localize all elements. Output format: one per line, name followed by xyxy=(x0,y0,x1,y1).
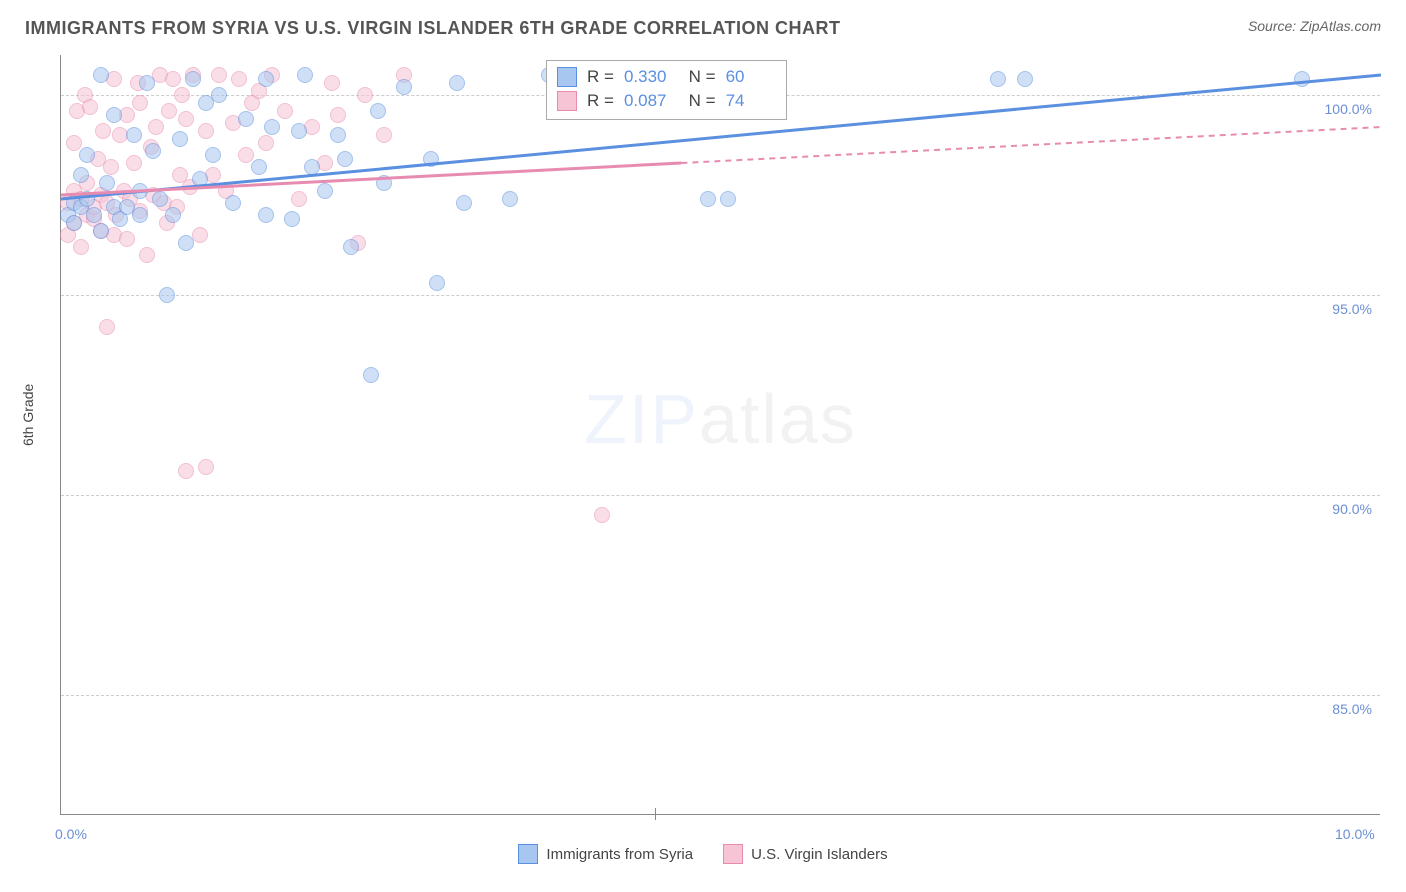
x-tick-label: 0.0% xyxy=(55,826,87,842)
legend-swatch xyxy=(723,844,743,864)
legend-swatch xyxy=(518,844,538,864)
legend-item: Immigrants from Syria xyxy=(518,844,693,864)
source-label: Source: ZipAtlas.com xyxy=(1248,18,1381,39)
stats-row: R = 0.330 N = 60 xyxy=(557,65,776,89)
scatter-chart: ZIPatlas 85.0%90.0%95.0%100.0% xyxy=(60,55,1380,815)
y-axis-label: 6th Grade xyxy=(20,384,36,446)
chart-title: IMMIGRANTS FROM SYRIA VS U.S. VIRGIN ISL… xyxy=(25,18,841,39)
trendlines xyxy=(61,55,1381,815)
x-tick-label: 10.0% xyxy=(1335,826,1375,842)
stats-row: R = 0.087 N = 74 xyxy=(557,89,776,113)
legend: Immigrants from Syria U.S. Virgin Islande… xyxy=(0,844,1406,864)
correlation-stats-box: R = 0.330 N = 60R = 0.087 N = 74 xyxy=(546,60,787,120)
legend-swatch xyxy=(557,91,577,111)
legend-label: Immigrants from Syria xyxy=(546,846,693,863)
legend-label: U.S. Virgin Islanders xyxy=(751,846,887,863)
legend-item: U.S. Virgin Islanders xyxy=(723,844,887,864)
legend-swatch xyxy=(557,67,577,87)
